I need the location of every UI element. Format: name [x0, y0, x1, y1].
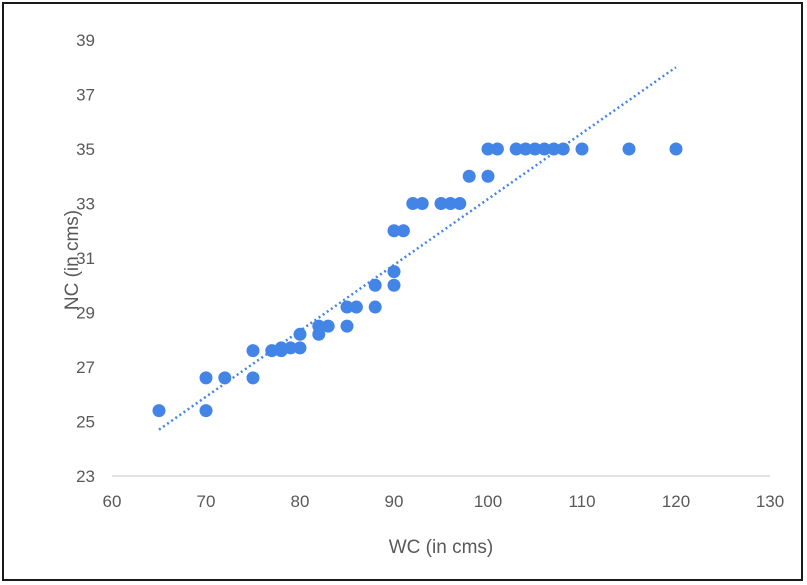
data-point: [434, 197, 448, 210]
trendline: [158, 66, 677, 431]
x-axis-title: WC (in cms): [389, 537, 493, 558]
data-point: [519, 142, 533, 156]
data-point: [284, 341, 298, 355]
data-point: [368, 278, 382, 292]
data-point: [368, 300, 382, 314]
data-point: [481, 169, 495, 183]
data-point: [152, 404, 166, 418]
data-point: [349, 300, 363, 314]
y-axis-ticks: 23 25 27 29 31 33 35 37 39: [76, 31, 95, 486]
y-tick-label: 25: [76, 413, 95, 432]
x-tick-label: 120: [662, 492, 690, 511]
y-tick-label: 35: [76, 140, 95, 159]
data-point: [293, 341, 307, 355]
data-point: [547, 142, 561, 156]
x-tick-label: 110: [568, 492, 595, 511]
y-tick-label: 29: [76, 304, 95, 323]
data-point: [481, 142, 495, 156]
data-point: [312, 319, 326, 333]
y-tick-label: 37: [76, 86, 95, 105]
data-point: [528, 142, 542, 156]
data-point: [490, 142, 504, 156]
x-axis-ticks: 60 70 80 90 100 110 120 130: [103, 492, 785, 511]
data-point: [669, 142, 683, 156]
data-point: [622, 142, 636, 156]
y-tick-label: 23: [76, 467, 95, 486]
x-tick-label: 70: [197, 492, 216, 511]
y-tick-label: 27: [76, 358, 95, 377]
data-point: [246, 371, 260, 385]
data-point: [340, 319, 354, 333]
y-tick-label: 31: [76, 249, 95, 268]
x-tick-label: 80: [291, 492, 310, 511]
data-point: [199, 371, 213, 385]
data-point: [575, 142, 589, 156]
data-points: [152, 142, 683, 418]
x-tick-label: 100: [474, 492, 502, 511]
trendline-group: [158, 66, 677, 431]
data-point: [462, 169, 476, 183]
data-point: [387, 278, 401, 292]
data-point: [415, 197, 429, 210]
x-tick-label: 90: [385, 492, 404, 511]
x-tick-label: 60: [103, 492, 122, 511]
y-axis-title: NC (in cms): [62, 210, 83, 310]
data-point: [199, 404, 213, 418]
data-point: [406, 197, 420, 210]
data-point: [509, 142, 523, 156]
data-point: [340, 300, 354, 314]
x-tick-label: 130: [756, 492, 784, 511]
data-point: [246, 344, 260, 358]
data-point: [537, 142, 551, 156]
data-point: [387, 265, 401, 279]
y-tick-label: 33: [76, 195, 95, 214]
data-point: [443, 197, 457, 210]
y-tick-label: 39: [76, 31, 95, 50]
data-point: [453, 197, 467, 210]
data-point: [556, 142, 570, 156]
data-point: [387, 224, 401, 238]
data-point: [293, 327, 307, 341]
data-point: [274, 341, 288, 355]
data-point: [396, 224, 410, 238]
data-point: [321, 319, 335, 333]
data-point: [218, 371, 232, 385]
